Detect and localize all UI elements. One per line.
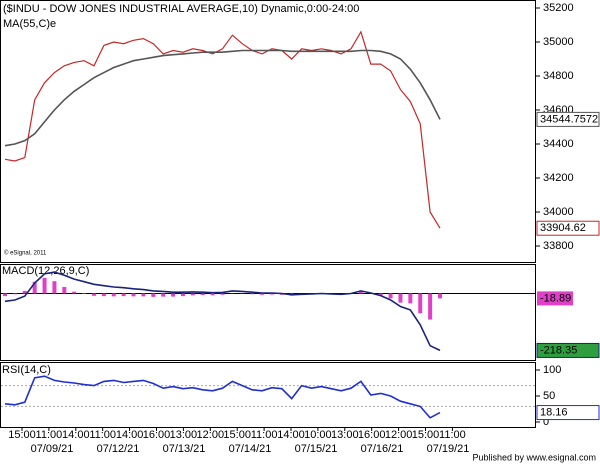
- value-box: [536, 342, 600, 358]
- y-tick-label: 0: [543, 416, 549, 428]
- x-tick-label: 11:00: [89, 429, 116, 441]
- value-label: 18.16: [540, 406, 568, 418]
- x-date-label: 07/14/21: [229, 443, 272, 455]
- histogram-bar: [141, 293, 146, 297]
- histogram-bar: [418, 293, 423, 314]
- footer: Published by www.esignal.com: [472, 452, 596, 462]
- histogram-bar: [72, 291, 77, 294]
- histogram-bar: [358, 291, 363, 294]
- histogram-bar: [82, 293, 87, 294]
- x-tick-label: 10:00: [304, 429, 332, 441]
- x-tick-label: 14:00: [277, 429, 305, 441]
- y-tick-label: 33800: [543, 240, 574, 252]
- histogram-bar: [408, 293, 413, 304]
- x-tick-label: 16:00: [143, 429, 171, 441]
- y-tick-label: 35000: [543, 36, 574, 48]
- x-tick-label: 14:00: [62, 429, 90, 441]
- y-tick-label: 50: [543, 390, 555, 402]
- histogram-bar: [398, 293, 403, 303]
- histogram-bar: [62, 286, 67, 294]
- histogram-bar: [151, 293, 156, 297]
- x-tick-label: 15:00: [412, 429, 440, 441]
- panel-title: RSI(14,C): [2, 364, 51, 376]
- histogram-bar: [378, 293, 383, 296]
- histogram-bar: [428, 293, 433, 320]
- y-tick-label: 34800: [543, 70, 574, 82]
- value-box: [536, 111, 600, 127]
- x-tick-label: 16:00: [358, 429, 386, 441]
- x-date-label: 07/09/21: [31, 443, 74, 455]
- histogram-bar: [269, 293, 274, 295]
- credit: © eSignal, 2011: [4, 250, 47, 257]
- x-tick-label: 13:00: [170, 429, 198, 441]
- histogram-bar: [101, 293, 106, 297]
- x-tick-label: 13:00: [331, 429, 359, 441]
- y-tick-label: 34200: [543, 172, 574, 184]
- x-tick-label: 11:00: [251, 429, 278, 441]
- histogram-bar: [220, 293, 225, 295]
- value-box: [537, 291, 573, 306]
- histogram-bar: [200, 293, 205, 296]
- legend-entry: MA(55,C)e: [3, 18, 56, 30]
- x-tick-label: 15:00: [8, 429, 36, 441]
- x-tick-label: 11:00: [439, 429, 466, 441]
- y-tick-label: 35200: [543, 2, 574, 14]
- value-box: [536, 220, 600, 236]
- histogram-bar: [131, 293, 136, 297]
- x-tick-label: 14:00: [116, 429, 144, 441]
- histogram-bar: [210, 293, 215, 296]
- histogram-bar: [91, 293, 96, 296]
- histogram-bar: [171, 293, 176, 297]
- histogram-bar: [3, 293, 7, 297]
- histogram-bar: [161, 293, 166, 297]
- x-date-label: 07/15/21: [295, 443, 338, 455]
- histogram-bar: [42, 277, 47, 294]
- histogram-bar: [12, 293, 17, 295]
- histogram-bar: [260, 293, 265, 295]
- y-tick-label: 34000: [543, 206, 574, 218]
- y-tick-label: 34400: [543, 138, 574, 150]
- histogram-bar: [438, 293, 442, 299]
- histogram-bar: [388, 293, 393, 299]
- histogram-bar: [121, 293, 126, 297]
- histogram-bar: [111, 293, 116, 297]
- histogram-bar: [22, 290, 27, 294]
- value-label: -218.35: [540, 344, 577, 356]
- series-line: [4, 30, 441, 229]
- histogram-bar: [190, 293, 195, 296]
- chart-title: ($INDU - DOW JONES INDUSTRIAL AVERAGE,10…: [3, 3, 359, 15]
- x-date-label: 07/16/21: [361, 443, 404, 455]
- value-label: -18.89: [540, 292, 571, 304]
- x-tick-label: 11:00: [36, 429, 63, 441]
- series-line: [4, 271, 441, 352]
- histogram-bar: [52, 281, 57, 294]
- histogram-bar: [180, 293, 185, 297]
- x-date-label: 07/12/21: [97, 443, 140, 455]
- histogram-bar: [250, 293, 255, 295]
- price-panel: [0, 0, 536, 263]
- value-label: 34544.7572: [540, 113, 598, 125]
- panel-title: MACD(12,26,9,C): [2, 265, 89, 277]
- x-date-label: 07/13/21: [163, 443, 206, 455]
- y-tick-label: 100: [543, 364, 561, 376]
- series-line: [4, 49, 441, 147]
- value-label: 33904.62: [540, 222, 586, 234]
- x-tick-label: 12:00: [197, 429, 225, 441]
- rsi-panel: [0, 362, 536, 428]
- x-date-label: 07/19/21: [427, 443, 470, 455]
- x-tick-label: 15:00: [223, 429, 251, 441]
- macd-panel: [0, 264, 536, 361]
- x-tick-label: 12:00: [385, 429, 413, 441]
- histogram-bar: [32, 281, 37, 294]
- series-line: [4, 375, 441, 419]
- value-box: [536, 405, 600, 421]
